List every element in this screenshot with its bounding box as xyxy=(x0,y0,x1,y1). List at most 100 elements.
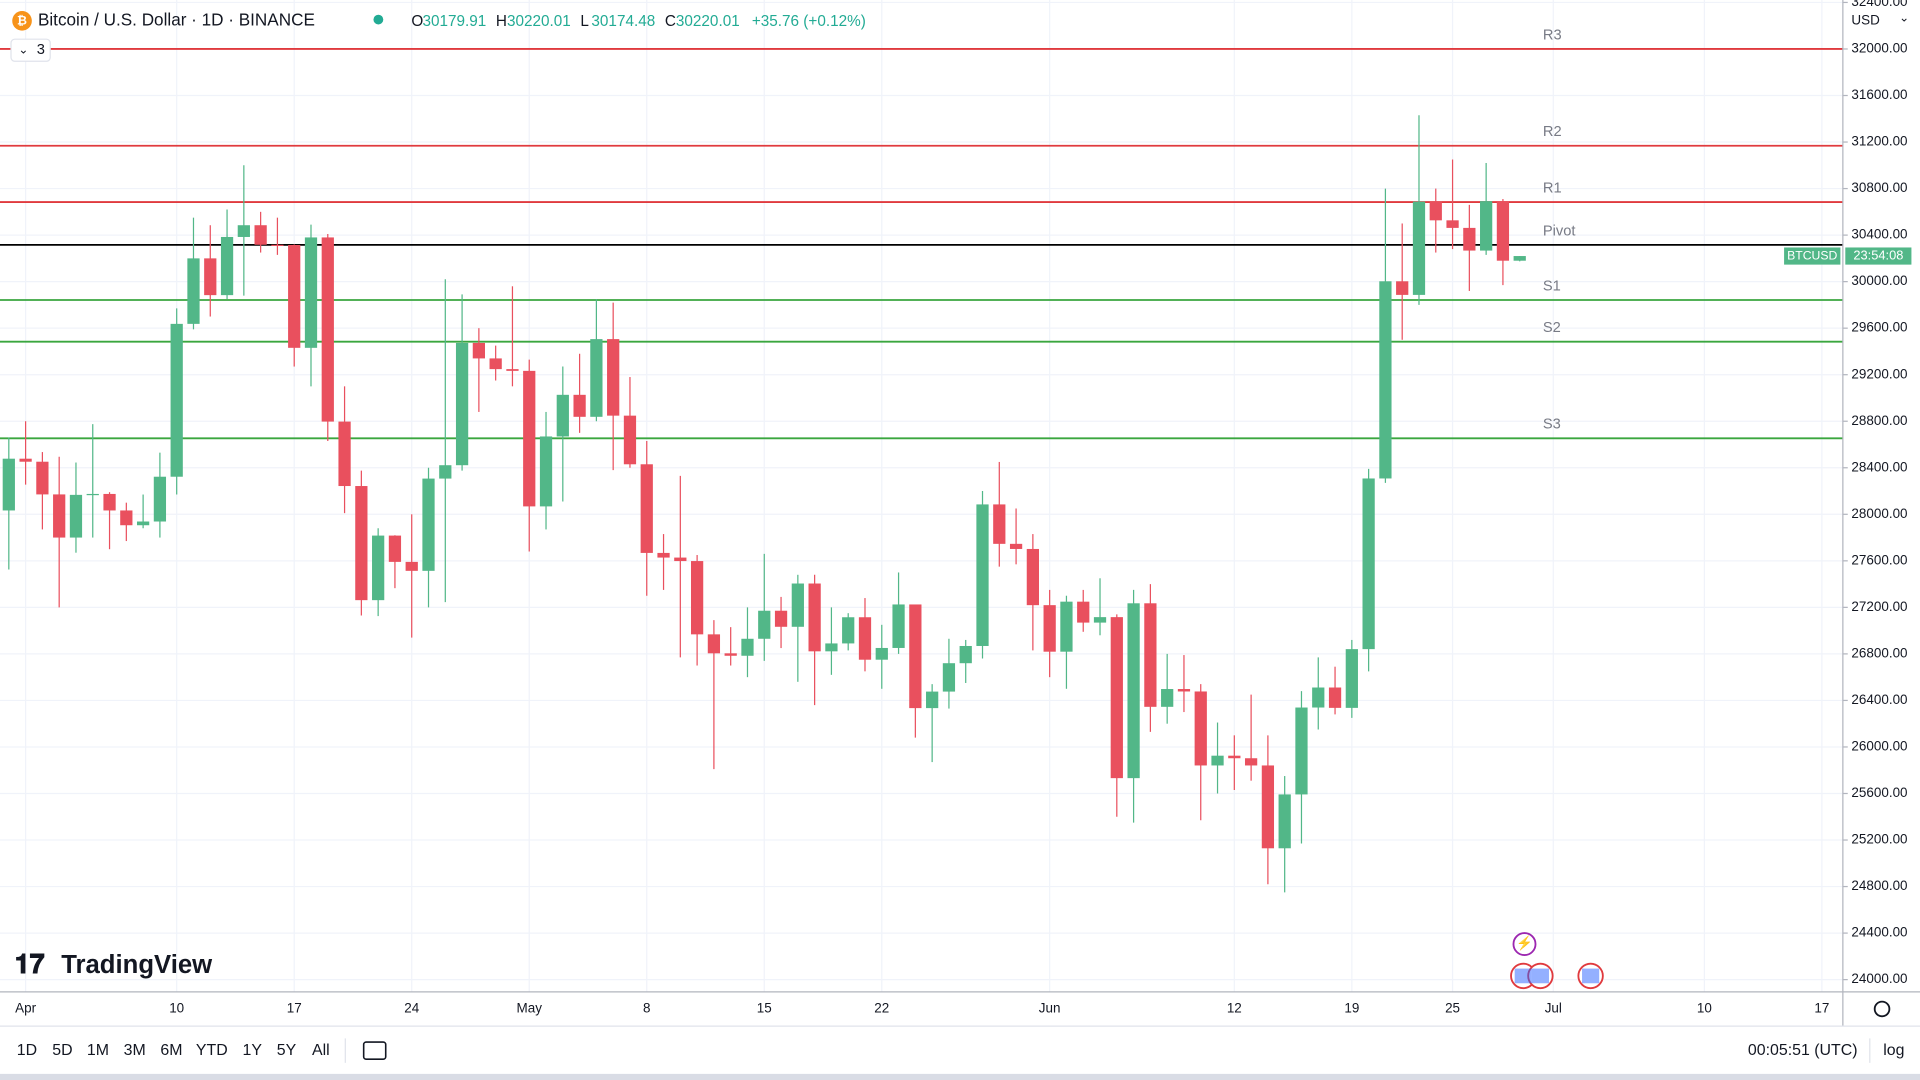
interval-button[interactable]: 1D xyxy=(17,1042,37,1059)
candle-body xyxy=(355,486,368,601)
candle-body xyxy=(858,617,872,660)
flag xyxy=(1514,968,1532,984)
candle-body xyxy=(657,552,670,558)
candle-body xyxy=(791,583,804,627)
x-tick-label: 17 xyxy=(1814,1001,1829,1016)
candle-body xyxy=(53,494,66,538)
candle-body xyxy=(1211,755,1224,766)
candle-body xyxy=(741,638,754,656)
y-tick-label: 31200.00 xyxy=(1851,134,1907,149)
candle-body xyxy=(825,643,838,652)
candle-body xyxy=(1446,220,1459,228)
candle-body xyxy=(103,493,116,511)
candle-body xyxy=(640,464,653,553)
y-tick-label: 27200.00 xyxy=(1851,599,1907,614)
candle-body xyxy=(942,663,956,692)
candle-body xyxy=(1429,201,1442,221)
ohlc-value: 30220.01 xyxy=(507,13,571,30)
candle-body xyxy=(1161,689,1174,707)
log-toggle[interactable]: log xyxy=(1883,1042,1904,1059)
x-tick-label: 17 xyxy=(287,1001,302,1016)
candle-body xyxy=(304,237,318,348)
candle-body xyxy=(36,461,49,495)
level-label: S1 xyxy=(1543,278,1561,294)
interval-button[interactable]: 3M xyxy=(124,1042,146,1059)
y-tick-label: 25200.00 xyxy=(1851,832,1907,847)
candle-body xyxy=(590,339,603,417)
candle-body xyxy=(993,504,1006,544)
settings-icon[interactable] xyxy=(1873,1000,1891,1018)
candle-body xyxy=(19,458,32,462)
candle-body xyxy=(237,225,250,237)
logo[interactable]: TradingView xyxy=(61,951,213,979)
y-tick-label: 24400.00 xyxy=(1851,925,1907,940)
candle-body xyxy=(506,369,519,371)
y-tick-label: 26800.00 xyxy=(1851,645,1907,660)
candle-body xyxy=(1026,548,1039,606)
interval-button[interactable]: 1M xyxy=(87,1042,109,1059)
candle-body xyxy=(2,458,15,511)
candle-body xyxy=(808,583,821,652)
interval-button[interactable]: 1Y xyxy=(243,1042,263,1059)
interval-button[interactable]: All xyxy=(312,1042,330,1059)
candle-body xyxy=(439,465,452,479)
y-tick-label: 28000.00 xyxy=(1851,506,1907,521)
flag xyxy=(1531,968,1549,984)
y-tick-label: 31600.00 xyxy=(1851,87,1907,102)
candle-body xyxy=(69,494,83,538)
x-tick-label: 22 xyxy=(874,1001,889,1016)
indicators-toggle[interactable] xyxy=(10,38,51,62)
y-tick-label: 32000.00 xyxy=(1851,41,1907,56)
candle-body xyxy=(254,225,267,245)
market-status[interactable] xyxy=(373,14,384,25)
last-price-tag xyxy=(1784,247,1841,265)
y-tick-label: 30400.00 xyxy=(1851,227,1907,242)
candle-body xyxy=(1412,201,1426,295)
axes: 24000.00 24400.00 24800.00 25200.00 25600.00… xyxy=(15,0,1912,1016)
interval-button[interactable]: 5D xyxy=(52,1042,72,1059)
candle-body xyxy=(690,561,704,635)
candle-body xyxy=(489,358,502,370)
candle-body xyxy=(338,421,351,487)
chevron: ⌄ xyxy=(18,42,28,56)
grid xyxy=(0,0,1843,992)
interval-button[interactable]: YTD xyxy=(196,1042,228,1059)
candle-body xyxy=(288,244,301,348)
y-tick-label: 26000.00 xyxy=(1851,739,1907,754)
last-price-symbol: BTCUSD xyxy=(1787,248,1837,262)
candle-body xyxy=(170,323,183,477)
symbol-title: Bitcoin / U.S. Dollar · 1D · BINANCE xyxy=(38,9,315,29)
y-tick-label: 27600.00 xyxy=(1851,552,1907,567)
x-tick-label: 25 xyxy=(1445,1001,1460,1016)
date-range-icon[interactable] xyxy=(362,1041,387,1060)
candle-body xyxy=(892,604,905,648)
candle-body xyxy=(372,535,385,601)
candle-body xyxy=(724,653,737,656)
candle-body xyxy=(1228,755,1241,759)
interval-button[interactable]: 5Y xyxy=(277,1042,297,1059)
candle-body xyxy=(220,236,234,296)
level-label: R3 xyxy=(1543,27,1562,43)
candle-body xyxy=(1463,227,1476,251)
interval-button[interactable]: 6M xyxy=(160,1042,182,1059)
x-tick-label: 10 xyxy=(1697,1001,1712,1016)
event-icon[interactable] xyxy=(1512,932,1537,957)
candle-body xyxy=(1496,201,1510,261)
currency[interactable]: USD xyxy=(1851,12,1880,27)
candle-body xyxy=(1278,794,1291,849)
x-tick-label: 15 xyxy=(757,1001,772,1016)
candle-body xyxy=(388,535,402,562)
candle-body xyxy=(573,394,586,417)
candle-body xyxy=(539,436,553,507)
candle-body xyxy=(556,394,569,437)
candle-body xyxy=(422,478,435,571)
level-label: R1 xyxy=(1543,180,1562,196)
candle-body xyxy=(271,244,284,246)
candle-body xyxy=(1127,603,1140,779)
candle-body xyxy=(86,493,99,496)
ohlc-label: H xyxy=(496,13,507,30)
candle-body xyxy=(204,258,217,296)
ohlc-value: 30220.01 xyxy=(676,13,740,30)
candle-body xyxy=(1328,687,1342,708)
candle-body xyxy=(153,476,167,522)
